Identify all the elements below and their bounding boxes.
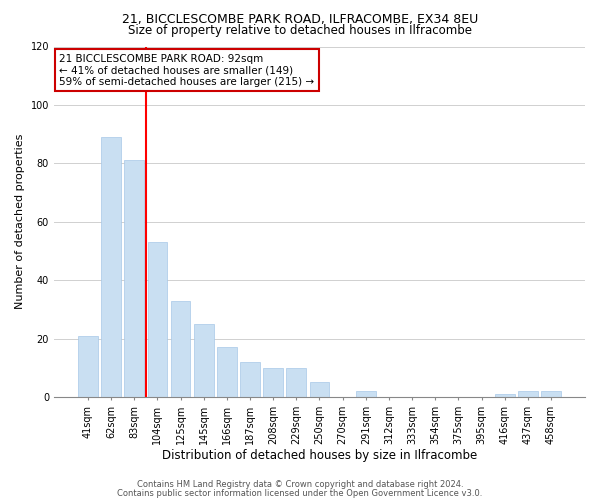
- Text: 21, BICCLESCOMBE PARK ROAD, ILFRACOMBE, EX34 8EU: 21, BICCLESCOMBE PARK ROAD, ILFRACOMBE, …: [122, 12, 478, 26]
- Bar: [240, 362, 260, 397]
- Bar: [263, 368, 283, 397]
- Text: 21 BICCLESCOMBE PARK ROAD: 92sqm
← 41% of detached houses are smaller (149)
59% : 21 BICCLESCOMBE PARK ROAD: 92sqm ← 41% o…: [59, 54, 314, 86]
- Bar: [78, 336, 98, 397]
- Y-axis label: Number of detached properties: Number of detached properties: [15, 134, 25, 310]
- Bar: [356, 391, 376, 397]
- X-axis label: Distribution of detached houses by size in Ilfracombe: Distribution of detached houses by size …: [162, 450, 477, 462]
- Bar: [194, 324, 214, 397]
- Bar: [495, 394, 515, 397]
- Bar: [518, 391, 538, 397]
- Bar: [541, 391, 561, 397]
- Bar: [148, 242, 167, 397]
- Bar: [170, 300, 190, 397]
- Text: Contains public sector information licensed under the Open Government Licence v3: Contains public sector information licen…: [118, 488, 482, 498]
- Text: Size of property relative to detached houses in Ilfracombe: Size of property relative to detached ho…: [128, 24, 472, 37]
- Bar: [310, 382, 329, 397]
- Text: Contains HM Land Registry data © Crown copyright and database right 2024.: Contains HM Land Registry data © Crown c…: [137, 480, 463, 489]
- Bar: [286, 368, 306, 397]
- Bar: [101, 137, 121, 397]
- Bar: [217, 348, 236, 397]
- Bar: [124, 160, 144, 397]
